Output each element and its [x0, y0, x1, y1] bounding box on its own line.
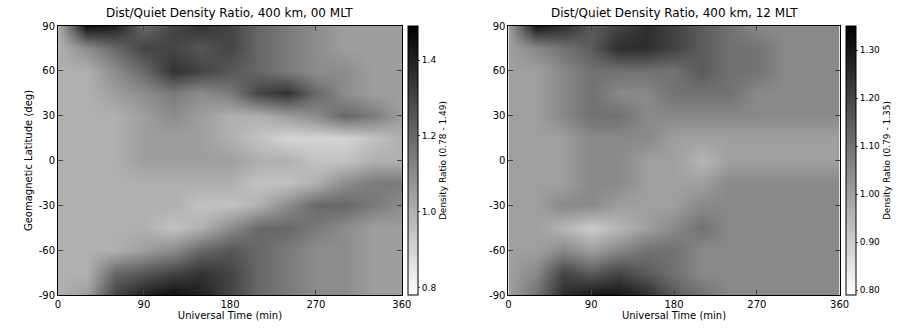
svg-text:1.00: 1.00: [860, 189, 880, 199]
svg-text:0.8: 0.8: [422, 283, 437, 293]
svg-text:Geomagnetic Latitude (deg): Geomagnetic Latitude (deg): [23, 90, 34, 231]
svg-text:60: 60: [493, 65, 506, 76]
svg-text:0.80: 0.80: [860, 285, 880, 295]
svg-text:1.30: 1.30: [860, 45, 880, 55]
svg-text:Density Ratio (0.78 - 1.49): Density Ratio (0.78 - 1.49): [438, 101, 448, 220]
svg-text:180: 180: [664, 299, 683, 310]
svg-text:-60: -60: [39, 245, 55, 256]
svg-text:90: 90: [493, 21, 506, 32]
svg-text:270: 270: [306, 299, 325, 310]
svg-text:0: 0: [49, 155, 55, 166]
svg-text:Dist/Quiet Density Ratio, 400: Dist/Quiet Density Ratio, 400 km, 12 MLT: [551, 6, 798, 20]
svg-text:90: 90: [585, 299, 598, 310]
svg-text:Dist/Quiet Density Ratio, 400: Dist/Quiet Density Ratio, 400 km, 00 MLT: [106, 6, 353, 20]
svg-text:-30: -30: [489, 200, 505, 211]
svg-text:Universal Time (min): Universal Time (min): [178, 310, 282, 321]
svg-text:0: 0: [55, 299, 61, 310]
svg-text:90: 90: [42, 21, 55, 32]
svg-text:180: 180: [220, 299, 239, 310]
svg-text:1.4: 1.4: [422, 55, 437, 65]
svg-text:0: 0: [505, 299, 511, 310]
svg-text:1.10: 1.10: [860, 141, 880, 151]
svg-text:360: 360: [392, 299, 411, 310]
svg-text:0.90: 0.90: [860, 237, 880, 247]
svg-text:-90: -90: [39, 290, 55, 301]
svg-text:360: 360: [830, 299, 849, 310]
svg-text:-90: -90: [489, 290, 505, 301]
svg-text:-60: -60: [489, 245, 505, 256]
svg-text:Density Ratio (0.79 - 1.35): Density Ratio (0.79 - 1.35): [882, 101, 892, 220]
svg-text:30: 30: [493, 110, 506, 121]
svg-text:1.20: 1.20: [860, 93, 880, 103]
svg-text:0: 0: [499, 155, 505, 166]
svg-text:1.2: 1.2: [422, 131, 436, 141]
svg-text:Universal Time (min): Universal Time (min): [622, 310, 726, 321]
svg-text:270: 270: [747, 299, 766, 310]
svg-text:1.0: 1.0: [422, 207, 437, 217]
svg-text:60: 60: [42, 65, 55, 76]
svg-text:90: 90: [138, 299, 151, 310]
svg-text:30: 30: [42, 110, 55, 121]
svg-text:-30: -30: [39, 200, 55, 211]
